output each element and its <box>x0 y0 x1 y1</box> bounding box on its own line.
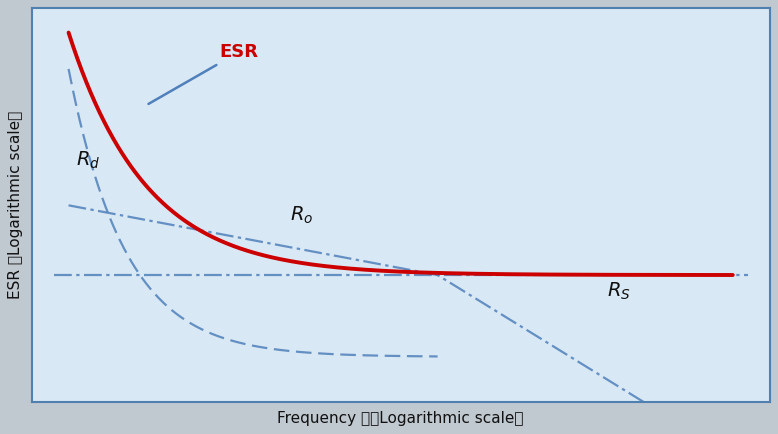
Text: $R_o$: $R_o$ <box>290 204 314 226</box>
Text: $R_d$: $R_d$ <box>76 150 100 171</box>
X-axis label: Frequency 　（Logarithmic scale）: Frequency （Logarithmic scale） <box>278 411 524 426</box>
Y-axis label: ESR （Logarithmic scale）: ESR （Logarithmic scale） <box>9 111 23 299</box>
Text: $R_S$: $R_S$ <box>608 280 631 302</box>
Text: ESR: ESR <box>149 43 259 104</box>
